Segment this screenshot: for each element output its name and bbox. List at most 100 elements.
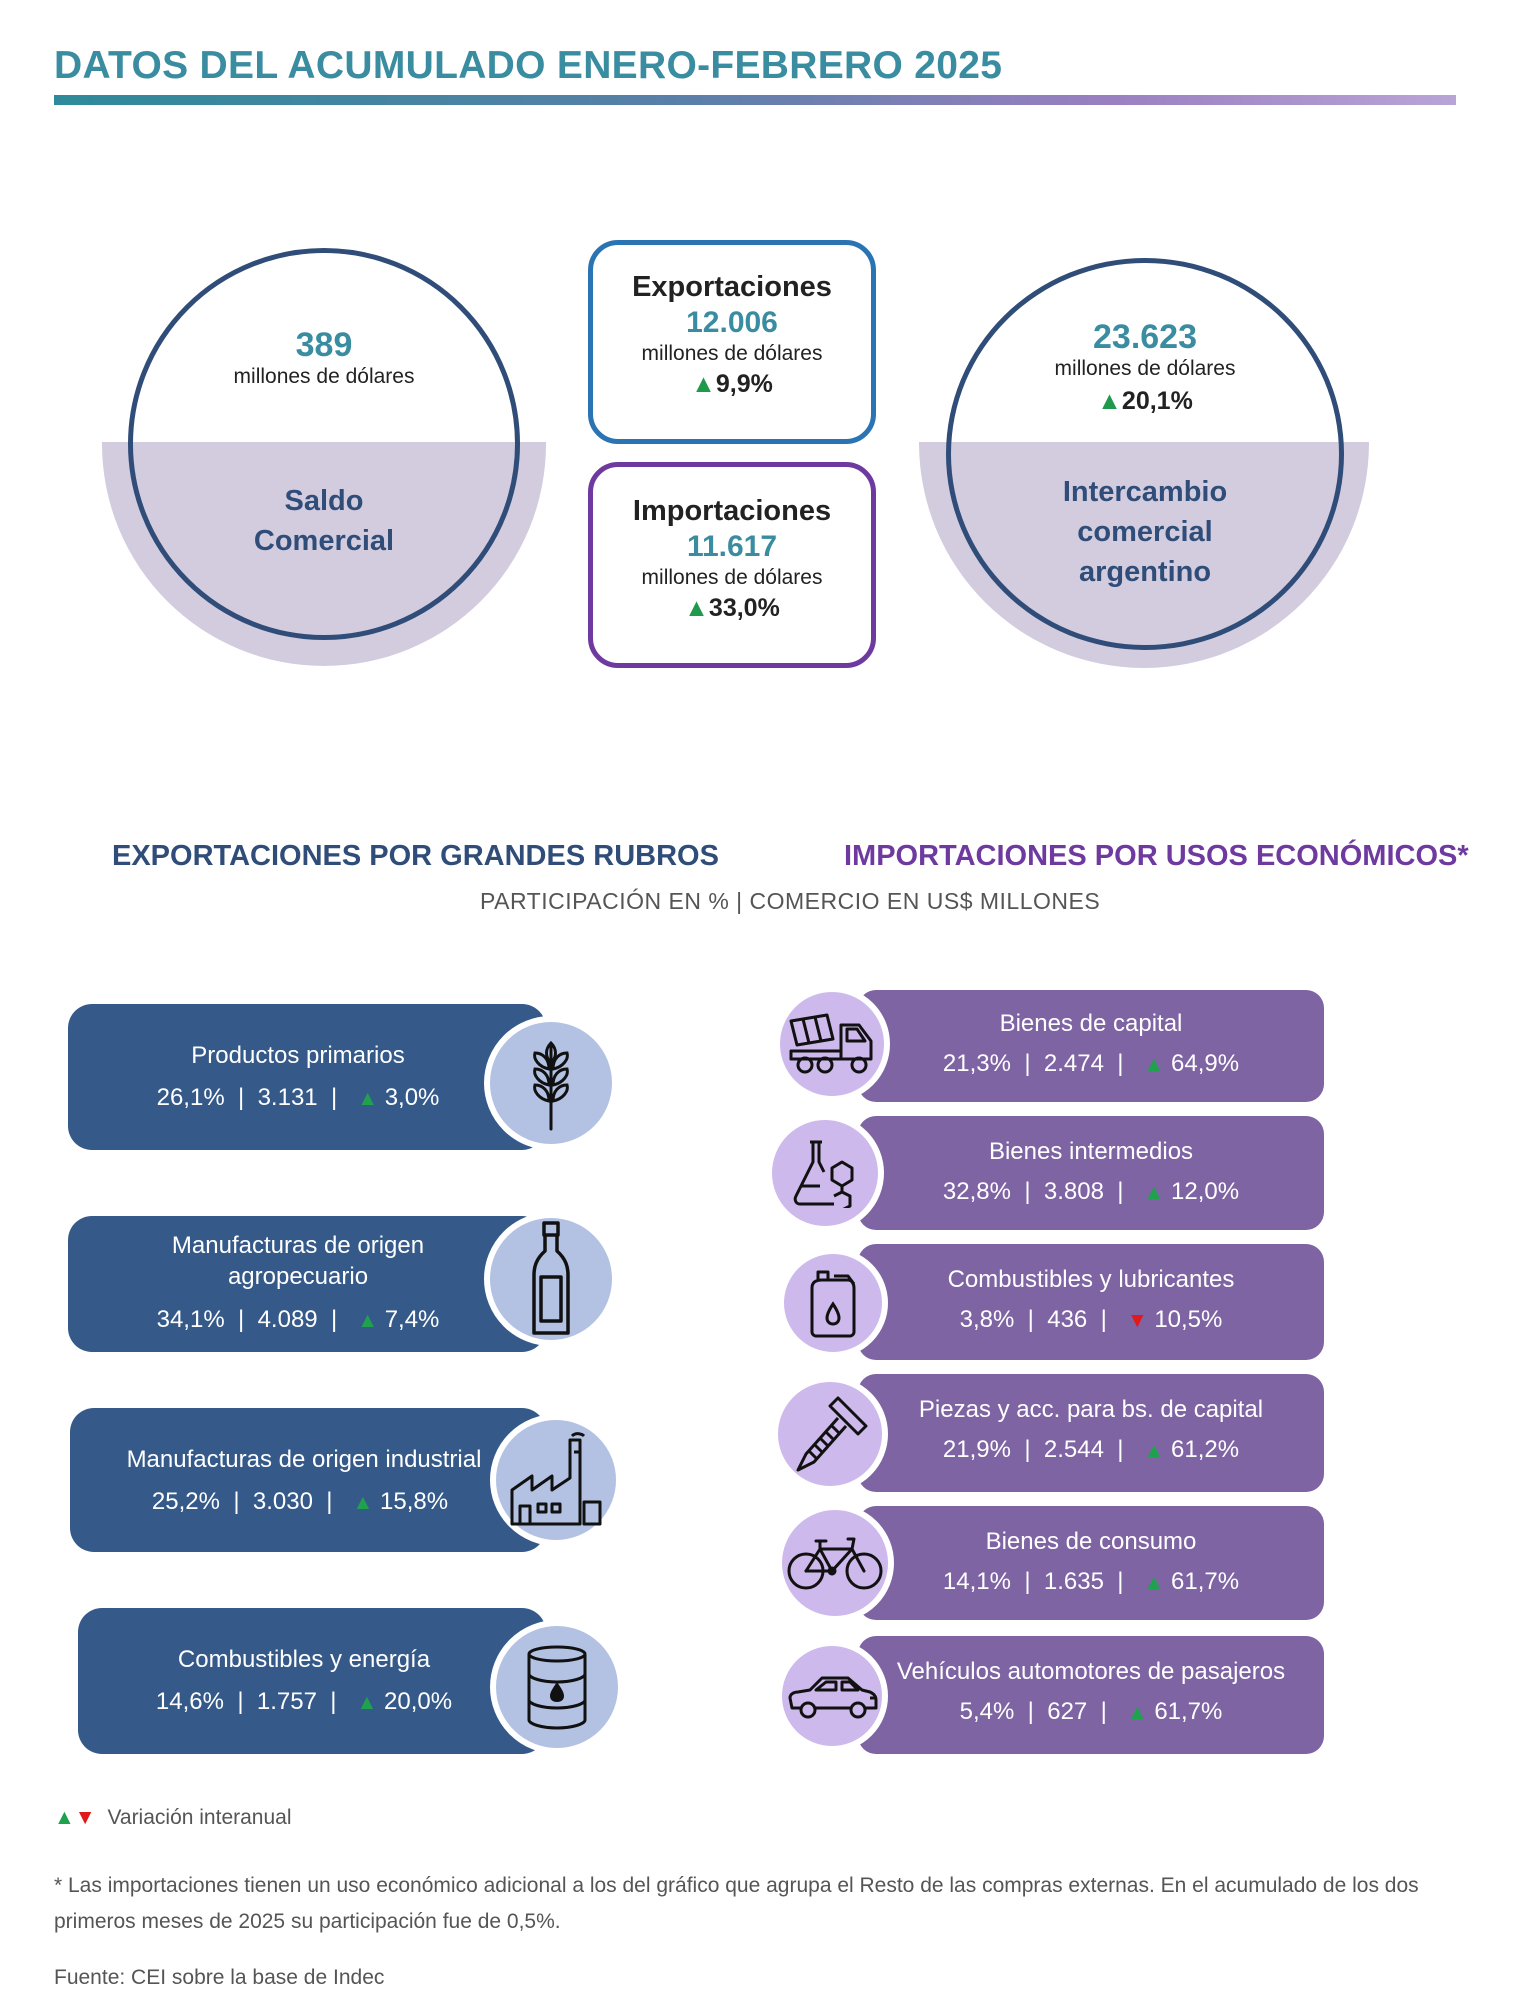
export-values: 26,1% | 3.131 | ▲ 3,0% [156, 1084, 440, 1111]
import-name: Vehículos automotores de pasajeros [896, 1658, 1286, 1685]
down-arrow-icon: ▼ [74, 1806, 96, 1829]
import-share: 21,9% [942, 1436, 1011, 1463]
export-value: 4.089 [257, 1306, 318, 1333]
saldo-label-line-1: Saldo [284, 485, 364, 517]
intercambio-label-line-1: Intercambio [1062, 476, 1228, 508]
exportaciones-box: Exportaciones 12.006 millones de dólares… [588, 240, 876, 444]
up-arrow-icon: ▲ [691, 370, 716, 398]
import-card-piezas-accesorios: Piezas y acc. para bs. de capital 21,9% … [858, 1374, 1324, 1492]
import-card-bienes-intermedios: Bienes intermedios 32,8% | 3.808 | ▲ 12,… [858, 1116, 1324, 1230]
importaciones-unit: millones de dólares [641, 566, 823, 589]
saldo-label: Saldo Comercial [128, 481, 520, 561]
import-value: 436 [1047, 1306, 1088, 1333]
saldo-unit: millones de dólares [233, 365, 415, 388]
up-arrow-icon: ▲ [684, 594, 709, 622]
import-share: 14,1% [942, 1568, 1011, 1595]
factory-icon [490, 1414, 622, 1546]
import-card-combustibles-lubricantes: Combustibles y lubricantes 3,8% | 436 | … [858, 1244, 1324, 1360]
exportaciones-variation: 9,9% [715, 370, 773, 398]
import-values: 21,3% | 2.474 | ▲ 64,9% [942, 1050, 1240, 1077]
export-values: 34,1% | 4.089 | ▲ 7,4% [156, 1306, 440, 1333]
exports-section-title: EXPORTACIONES POR GRANDES RUBROS [112, 840, 719, 872]
export-share: 26,1% [156, 1084, 225, 1111]
section-subtitle: PARTICIPACIÓN EN % | COMERCIO EN US$ MIL… [480, 888, 1101, 914]
import-card-vehiculos-pasajeros: Vehículos automotores de pasajeros 5,4% … [858, 1636, 1324, 1754]
legend-label: Variación interanual [107, 1806, 292, 1829]
up-arrow-icon: ▲ [352, 1491, 374, 1514]
export-card-productos-primarios: Productos primarios 26,1% | 3.131 | ▲ 3,… [68, 1004, 546, 1150]
import-variation: 61,7% [1154, 1698, 1223, 1725]
export-name: Combustibles y energía [177, 1646, 431, 1673]
export-share: 14,6% [155, 1688, 224, 1715]
intercambio-label-line-2: comercial [1077, 516, 1213, 548]
import-share: 5,4% [959, 1698, 1015, 1725]
export-card-moi: Manufacturas de origen industrial 25,2% … [70, 1408, 546, 1552]
saldo-summary: 389 millones de dólares [128, 326, 520, 389]
car-icon [776, 1640, 888, 1752]
export-name: Manufacturas de origen industrial [126, 1446, 482, 1473]
import-value: 3.808 [1043, 1178, 1104, 1205]
legend: ▲▼ Variación interanual [54, 1806, 292, 1830]
export-share: 34,1% [156, 1306, 225, 1333]
import-values: 14,1% | 1.635 | ▲ 61,7% [942, 1568, 1240, 1595]
up-arrow-icon: ▲ [1126, 1701, 1148, 1724]
export-name: Productos primarios [191, 1042, 405, 1069]
intercambio-unit: millones de dólares [1054, 357, 1236, 380]
export-values: 14,6% | 1.757 | ▲ 20,0% [155, 1688, 453, 1715]
down-arrow-icon: ▼ [1126, 1309, 1148, 1332]
export-name-line-2: agropecuario [227, 1263, 369, 1290]
up-arrow-icon: ▲ [1143, 1181, 1165, 1204]
title-underline [54, 95, 1456, 105]
importaciones-box: Importaciones 11.617 millones de dólares… [588, 462, 876, 668]
import-values: 3,8% | 436 | ▼ 10,5% [959, 1306, 1223, 1333]
intercambio-circle [946, 258, 1344, 650]
saldo-circle [128, 248, 520, 640]
up-arrow-icon: ▲ [357, 1309, 379, 1332]
concrete-mixer-truck-icon [774, 986, 890, 1102]
exportaciones-value: 12.006 [686, 306, 778, 339]
import-share: 32,8% [942, 1178, 1011, 1205]
up-arrow-icon: ▲ [357, 1087, 379, 1110]
export-values: 25,2% | 3.030 | ▲ 15,8% [151, 1488, 449, 1515]
import-values: 21,9% | 2.544 | ▲ 61,2% [942, 1436, 1240, 1463]
import-card-bienes-consumo: Bienes de consumo 14,1% | 1.635 | ▲ 61,7… [858, 1506, 1324, 1620]
export-value: 3.131 [257, 1084, 318, 1111]
imports-section-title: IMPORTACIONES POR USOS ECONÓMICOS* [844, 840, 1469, 872]
saldo-value: 389 [295, 326, 353, 364]
exportaciones-title: Exportaciones [632, 271, 832, 303]
import-values: 32,8% | 3.808 | ▲ 12,0% [942, 1178, 1240, 1205]
up-arrow-icon: ▲ [1097, 387, 1122, 415]
export-value: 1.757 [256, 1688, 317, 1715]
screw-icon [772, 1376, 888, 1492]
page-title: DATOS DEL ACUMULADO ENERO-FEBRERO 2025 [54, 44, 1003, 87]
bicycle-icon [776, 1504, 894, 1622]
up-arrow-icon: ▲ [356, 1691, 378, 1714]
import-name: Bienes intermedios [988, 1138, 1194, 1165]
importaciones-variation: 33,0% [708, 594, 780, 622]
export-variation: 7,4% [384, 1306, 440, 1333]
importaciones-variation-row: ▲33,0% [593, 594, 871, 623]
import-name: Bienes de capital [999, 1010, 1183, 1037]
export-name-line-1: Manufacturas de origen [171, 1232, 425, 1259]
up-arrow-icon: ▲ [54, 1806, 75, 1829]
import-share: 3,8% [959, 1306, 1015, 1333]
export-card-combustibles-energia: Combustibles y energía 14,6% | 1.757 | ▲… [78, 1608, 546, 1754]
import-name: Bienes de consumo [985, 1528, 1197, 1555]
up-arrow-icon: ▲ [1143, 1439, 1165, 1462]
import-value: 627 [1047, 1698, 1088, 1725]
intercambio-label-line-3: argentino [1078, 556, 1212, 588]
import-variation: 12,0% [1171, 1178, 1240, 1205]
intercambio-value: 23.623 [1093, 318, 1197, 356]
up-arrow-icon: ▲ [1143, 1053, 1165, 1076]
fuel-can-icon [778, 1248, 888, 1358]
import-variation: 61,2% [1171, 1436, 1240, 1463]
intercambio-label: Intercambio comercial argentino [946, 472, 1344, 592]
export-card-moa: Manufacturas de origen agropecuario 34,1… [68, 1216, 546, 1352]
export-variation: 3,0% [384, 1084, 440, 1111]
export-name: Manufacturas de origen agropecuario [68, 1230, 528, 1292]
import-name: Piezas y acc. para bs. de capital [918, 1396, 1264, 1423]
intercambio-variation: 20,1% [1121, 387, 1193, 415]
import-value: 1.635 [1043, 1568, 1104, 1595]
flask-molecule-icon [766, 1114, 884, 1232]
intercambio-variation-row: ▲20,1% [946, 387, 1344, 416]
